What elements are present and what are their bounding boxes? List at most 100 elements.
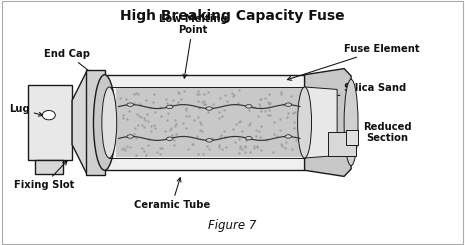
Text: Fuse Element: Fuse Element [287,44,420,80]
Point [194,92,201,96]
Point [285,133,292,137]
Point [167,103,175,107]
Point [218,147,226,151]
Point [166,103,173,107]
Point [162,97,170,101]
Point [134,92,142,96]
Point [145,137,153,141]
Point [146,105,153,109]
Point [182,114,189,118]
Point [132,91,140,95]
Ellipse shape [93,75,116,170]
Point [254,114,262,118]
Point [180,89,188,93]
Point [220,108,228,111]
Point [130,92,137,96]
Point [209,137,217,141]
Point [236,144,244,148]
Point [182,108,190,112]
Point [144,119,152,123]
Point [209,102,216,106]
Polygon shape [72,70,87,175]
Point [266,113,273,117]
Point [189,142,196,146]
FancyBboxPatch shape [86,70,105,175]
Point [157,114,165,118]
Point [291,120,298,123]
Point [235,120,242,124]
Point [185,114,193,118]
Point [137,115,145,119]
Point [250,144,257,148]
Point [208,136,216,140]
Circle shape [206,139,213,142]
Point [182,126,190,130]
Point [147,123,155,127]
Point [119,116,126,120]
Ellipse shape [102,87,117,158]
Point [202,106,210,110]
Circle shape [206,107,213,110]
Point [175,100,182,104]
Point [164,111,172,115]
Point [239,147,246,150]
Point [266,101,273,105]
Point [289,111,297,115]
Point [159,146,166,149]
Point [285,111,292,115]
Point [139,123,146,127]
Point [154,150,161,154]
Circle shape [166,137,173,140]
Point [217,133,225,137]
Point [252,129,260,133]
Point [290,126,298,130]
Point [289,147,296,151]
Point [147,129,154,133]
Point [172,119,179,122]
Point [245,123,252,127]
Point [119,147,126,151]
Point [216,135,224,139]
Point [255,102,263,106]
Point [133,112,141,116]
Text: Figure 7: Figure 7 [208,219,257,232]
Point [123,117,130,121]
Text: Fixing Slot: Fixing Slot [14,161,74,190]
Point [292,138,299,142]
Polygon shape [305,69,351,176]
Point [193,134,201,138]
Point [295,125,302,129]
Point [200,92,207,96]
Point [277,90,284,94]
Point [250,146,258,150]
Point [277,128,284,132]
Point [215,143,223,147]
Point [257,97,265,101]
Point [196,128,204,132]
FancyBboxPatch shape [116,88,302,157]
Point [120,146,128,150]
Point [156,152,163,156]
Ellipse shape [42,110,55,120]
Point [156,105,164,109]
Circle shape [127,135,133,138]
Text: Silica Sand: Silica Sand [292,83,406,106]
Point [199,129,206,133]
Point [242,138,249,142]
Point [174,90,181,94]
Point [279,102,287,106]
Point [215,110,223,114]
Point [270,132,278,136]
Point [140,149,148,153]
Point [270,150,277,154]
Point [161,130,169,134]
Point [224,99,231,103]
Point [235,151,243,155]
Point [141,118,148,122]
Point [157,146,164,150]
Point [251,105,258,109]
Point [276,117,284,121]
Point [198,100,206,104]
Polygon shape [305,87,337,158]
Point [261,109,269,113]
